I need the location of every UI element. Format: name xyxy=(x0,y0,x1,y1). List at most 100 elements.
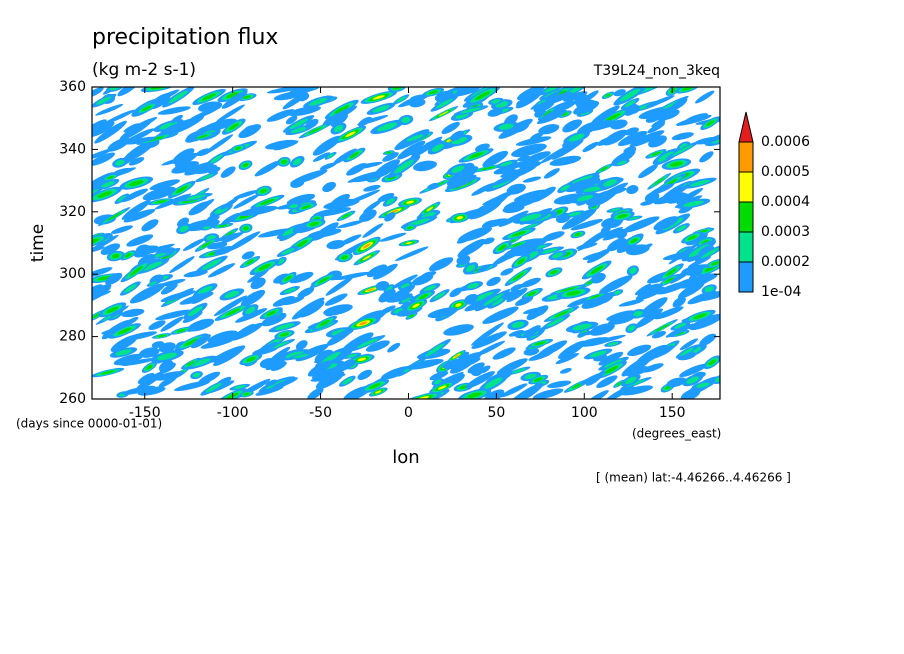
field-blob xyxy=(589,350,607,358)
field-blob xyxy=(517,155,531,162)
field-blob xyxy=(458,226,493,242)
field-blob xyxy=(204,134,234,155)
field-blob xyxy=(103,109,135,125)
field-blob xyxy=(174,152,198,167)
field-blob xyxy=(427,307,458,319)
field-blob xyxy=(699,151,714,163)
field-blob xyxy=(283,287,296,294)
field-blob xyxy=(560,184,570,192)
field-blob xyxy=(200,337,236,349)
field-blob xyxy=(536,340,568,358)
field-blob xyxy=(423,285,437,292)
field-blob xyxy=(154,193,192,210)
field-blob xyxy=(230,322,263,341)
field-blob xyxy=(581,90,599,103)
field-blob xyxy=(310,373,346,382)
contour-field xyxy=(92,87,720,399)
field-blob xyxy=(428,257,454,272)
field-blob xyxy=(590,265,604,275)
field-blob xyxy=(117,195,127,202)
field-blob xyxy=(220,212,241,226)
field-blob xyxy=(141,105,152,111)
field-blob xyxy=(609,208,620,212)
field-blob xyxy=(406,134,424,142)
field-blob xyxy=(318,319,330,327)
chart-subtitle: (kg m-2 s-1) xyxy=(92,60,196,80)
field-blob xyxy=(159,121,178,130)
field-blob xyxy=(615,228,628,239)
field-blob xyxy=(465,371,495,389)
field-blob xyxy=(125,136,157,145)
field-blob xyxy=(602,129,628,146)
field-blob xyxy=(158,278,186,287)
field-blob xyxy=(559,368,572,374)
field-blob xyxy=(492,248,521,266)
field-blob xyxy=(287,106,321,117)
field-blob xyxy=(543,168,560,179)
field-blob xyxy=(623,146,637,155)
field-blob xyxy=(120,190,144,203)
field-blob xyxy=(624,100,636,108)
field-blob xyxy=(126,234,154,247)
field-blob xyxy=(243,95,252,99)
field-blob xyxy=(500,169,518,178)
field-blob xyxy=(570,219,603,231)
field-blob xyxy=(373,263,398,280)
field-blob xyxy=(128,157,145,166)
field-blob xyxy=(326,328,353,346)
field-blob xyxy=(544,87,562,93)
field-blob xyxy=(142,261,163,271)
field-blob xyxy=(157,352,178,361)
field-blob xyxy=(577,194,594,202)
field-blob xyxy=(379,232,407,242)
field-blob xyxy=(588,334,626,346)
field-blob xyxy=(397,140,426,160)
field-blob xyxy=(286,193,316,206)
field-blob xyxy=(242,163,249,168)
field-blob xyxy=(680,388,701,399)
field-blob xyxy=(270,361,287,371)
field-blob xyxy=(428,90,438,95)
field-blob xyxy=(542,231,565,242)
field-blob xyxy=(695,90,715,104)
field-blob xyxy=(520,277,541,288)
field-blob xyxy=(184,162,214,176)
field-blob xyxy=(700,248,719,259)
field-blob xyxy=(547,380,572,389)
field-blob xyxy=(509,238,548,251)
field-blob xyxy=(317,276,330,284)
field-blob xyxy=(527,291,537,297)
colorbar-box xyxy=(738,171,754,203)
field-blob xyxy=(362,243,371,249)
field-blob xyxy=(115,349,132,356)
y-tick-label: 280 xyxy=(59,329,86,345)
field-blob xyxy=(214,245,234,256)
field-blob xyxy=(100,243,121,255)
field-blob xyxy=(129,180,144,186)
field-blob xyxy=(160,290,196,302)
field-blob xyxy=(668,242,699,265)
field-blob xyxy=(395,246,429,262)
field-blob xyxy=(327,153,335,159)
x-tick-label: 150 xyxy=(659,405,686,421)
field-blob xyxy=(396,96,406,103)
field-blob xyxy=(459,385,468,390)
field-blob xyxy=(345,131,356,138)
field-blob xyxy=(401,297,411,303)
field-blob xyxy=(226,231,261,252)
field-blob xyxy=(323,304,353,316)
field-blob xyxy=(426,206,434,212)
field-blob xyxy=(626,366,649,377)
field-blob xyxy=(621,355,653,377)
field-blob xyxy=(669,266,696,284)
colorbar-box xyxy=(738,141,754,173)
field-blob xyxy=(433,291,446,300)
field-blob xyxy=(351,170,390,183)
field-blob xyxy=(208,166,221,174)
field-blob xyxy=(175,185,188,194)
field-blob xyxy=(492,347,516,360)
field-blob xyxy=(582,120,615,132)
field-blob xyxy=(233,385,246,390)
field-blob xyxy=(233,190,259,200)
field-blob xyxy=(687,256,712,268)
